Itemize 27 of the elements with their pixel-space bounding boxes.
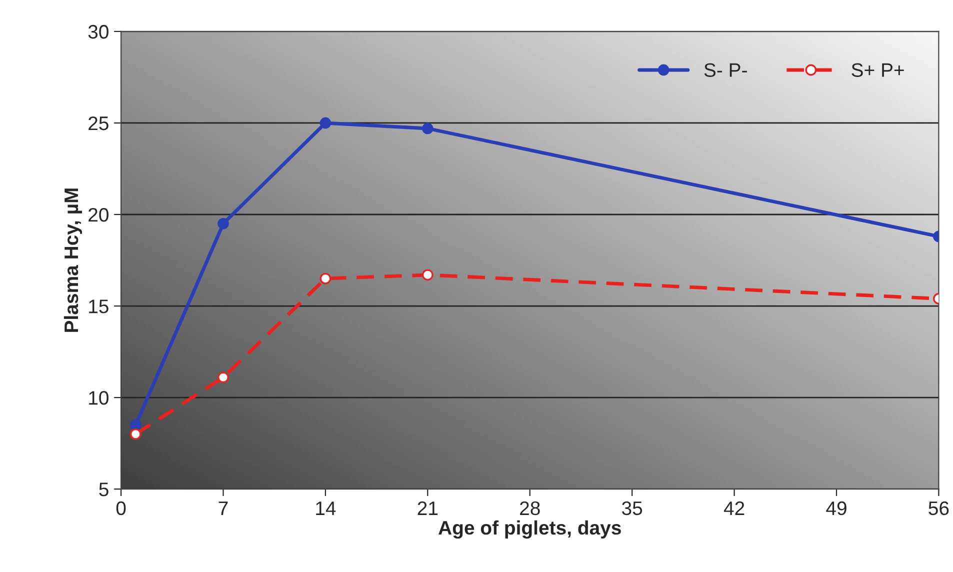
x-axis-title: Age of piglets, days [438, 520, 621, 539]
legend-label: S+ P+ [852, 63, 904, 77]
point [218, 372, 229, 384]
point [422, 122, 434, 134]
y-tick-label: 30 [88, 24, 108, 39]
x-tick-label: 21 [418, 501, 438, 515]
y-tick-label: 25 [88, 116, 108, 130]
point [320, 117, 332, 129]
x-tick-label: 49 [826, 501, 846, 516]
x-tick-label: 7 [218, 502, 228, 515]
point [422, 269, 434, 281]
y-tick-label: 10 [89, 391, 108, 405]
point [130, 419, 142, 431]
y-axis-title: Plasma Hcy, µM [64, 188, 82, 332]
y-tick-label: 5 [99, 482, 108, 496]
legend-label: S- P- [704, 63, 747, 77]
point [218, 218, 229, 230]
x-tick-label: 42 [724, 501, 744, 515]
y-tick-label: 20 [88, 208, 108, 222]
x-tick-label: 28 [520, 501, 540, 516]
x-tick-label: 35 [622, 501, 642, 516]
y-tick-label: 15 [89, 300, 108, 314]
x-tick-label: 14 [316, 502, 336, 515]
point [320, 272, 332, 284]
point [130, 428, 142, 440]
x-tick-label: 56 [928, 501, 949, 516]
x-tick-label: 0 [116, 501, 126, 516]
